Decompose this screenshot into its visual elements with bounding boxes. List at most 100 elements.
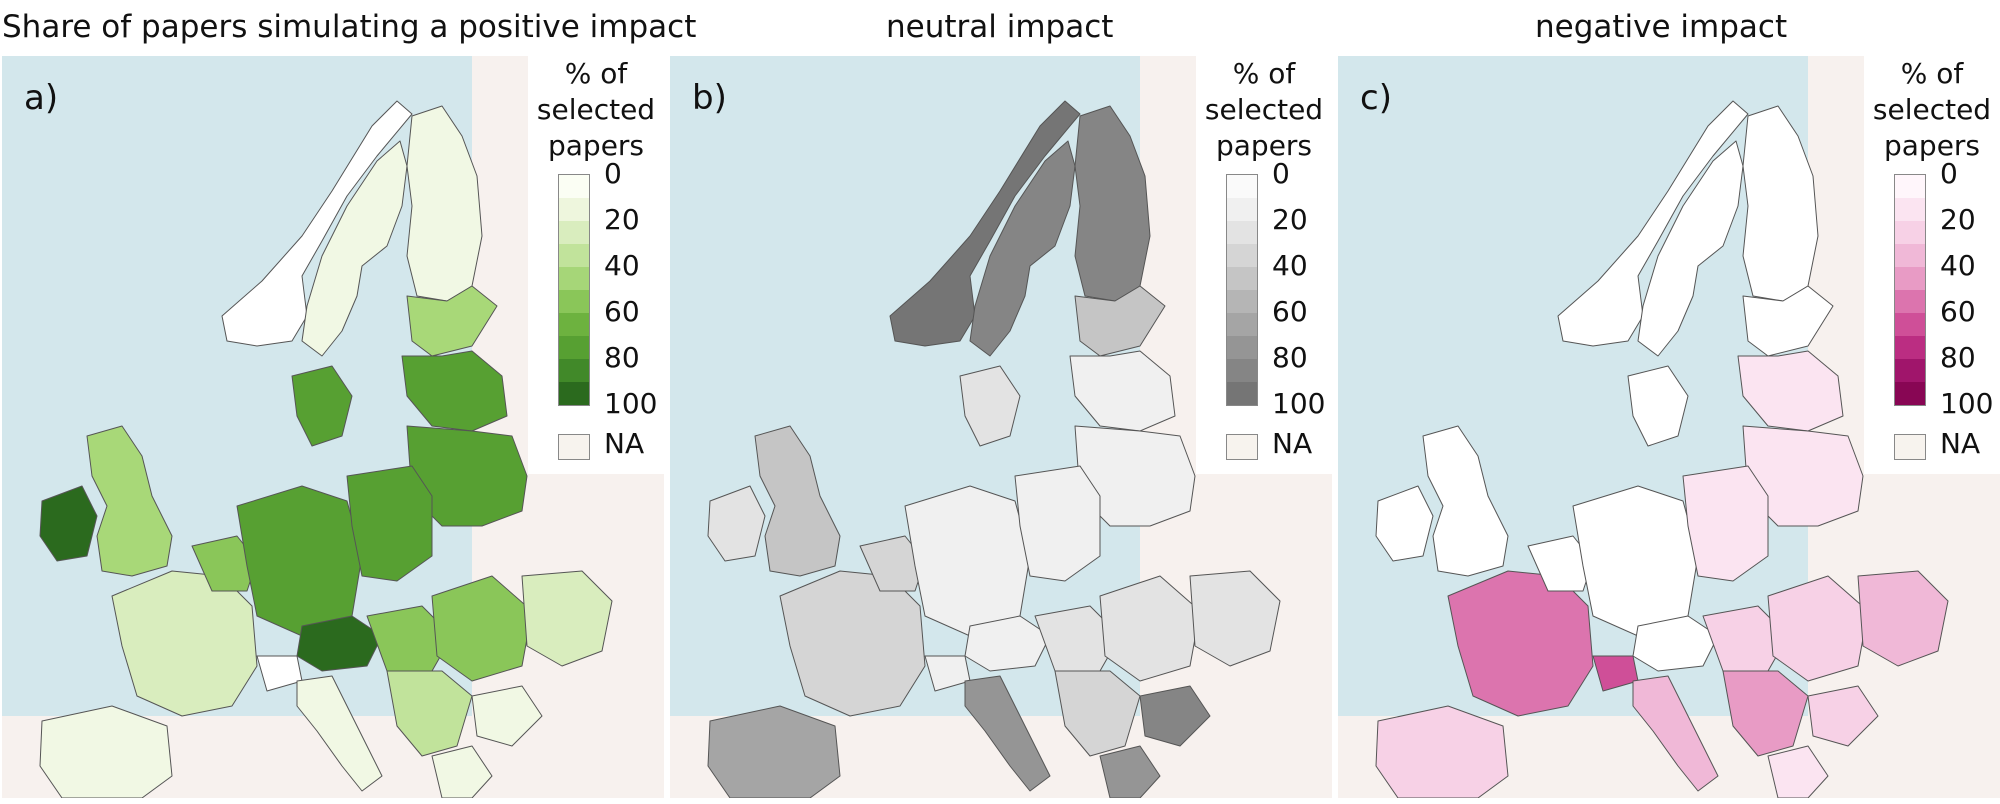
legend-color-step — [559, 382, 589, 405]
panel-title-neutral: neutral impact — [886, 9, 1114, 45]
regions — [707, 100, 1281, 798]
region-poland — [1014, 465, 1101, 582]
legend-title-line: selected — [536, 93, 656, 126]
map-panel-positive: a) % of selected papers 0 20 40 60 80 10… — [2, 56, 664, 798]
legend-neutral: % of selected papers 0 20 40 60 80 100 N… — [1196, 56, 1332, 474]
legend-tick-80: 80 — [604, 341, 640, 374]
legend-title: % of selected papers — [1196, 56, 1332, 164]
legend-color-step — [1227, 267, 1257, 290]
legend-color-step — [1227, 382, 1257, 405]
legend-tick-100: 100 — [1272, 387, 1326, 420]
legend-color-step — [1895, 198, 1925, 221]
region-greece — [1099, 745, 1161, 798]
legend-title-line: papers — [1883, 129, 1981, 162]
region-czech-austria — [296, 615, 383, 672]
region-uk — [1422, 425, 1509, 577]
region-switzerland — [256, 655, 303, 692]
legend-na-swatch — [1894, 434, 1926, 460]
region-germany — [236, 485, 363, 637]
region-uk — [86, 425, 173, 577]
legend-color-step — [1895, 336, 1925, 359]
region-ukraine — [521, 570, 613, 667]
legend-color-step — [1895, 221, 1925, 244]
region-romania — [1767, 575, 1869, 682]
region-finland — [1074, 105, 1151, 302]
legend-title-line: papers — [1215, 129, 1313, 162]
region-italy — [1632, 675, 1719, 792]
region-balkans — [1054, 670, 1141, 757]
legend-na-swatch — [1226, 434, 1258, 460]
legend-color-step — [1227, 244, 1257, 267]
region-czech-austria — [1632, 615, 1719, 672]
region-bulgaria — [1139, 685, 1211, 747]
legend-tick-40: 40 — [1272, 249, 1308, 282]
legend-na-swatch — [558, 434, 590, 460]
legend-color-step — [1227, 221, 1257, 244]
region-baltics — [1069, 350, 1176, 432]
region-sweden — [1637, 140, 1744, 357]
panel-letter-c: c) — [1360, 78, 1392, 118]
legend-color-step — [1895, 313, 1925, 336]
legend-color-step — [1895, 175, 1925, 198]
regions — [39, 100, 613, 798]
legend-tick-0: 0 — [1940, 157, 1958, 190]
region-iberia — [707, 705, 841, 798]
region-denmark — [1627, 365, 1689, 447]
legend-title-line: % of — [1900, 57, 1964, 90]
legend-color-step — [559, 290, 589, 313]
region-denmark — [291, 365, 353, 447]
region-romania — [1099, 575, 1201, 682]
legend-tick-60: 60 — [604, 295, 640, 328]
legend-tick-0: 0 — [1272, 157, 1290, 190]
legend-title: % of selected papers — [528, 56, 664, 164]
region-uk — [754, 425, 841, 577]
legend-color-step — [1895, 359, 1925, 382]
legend-title-line: % of — [1232, 57, 1296, 90]
legend-color-step — [1895, 382, 1925, 405]
legend-tick-40: 40 — [604, 249, 640, 282]
region-france — [1447, 570, 1594, 717]
legend-tick-40: 40 — [1940, 249, 1976, 282]
region-iberia — [1375, 705, 1509, 798]
region-finland — [1742, 105, 1819, 302]
region-iberia — [39, 705, 173, 798]
region-finland-south — [1074, 285, 1166, 357]
region-poland — [1682, 465, 1769, 582]
legend-color-step — [1895, 244, 1925, 267]
legend-color-step — [1227, 313, 1257, 336]
region-sweden — [301, 140, 408, 357]
legend-color-step — [1227, 175, 1257, 198]
region-finland-south — [1742, 285, 1834, 357]
legend-color-step — [559, 221, 589, 244]
region-denmark — [959, 365, 1021, 447]
legend-tick-100: 100 — [604, 387, 658, 420]
legend-tick-20: 20 — [1940, 203, 1976, 236]
region-bulgaria — [471, 685, 543, 747]
region-poland — [346, 465, 433, 582]
region-norway — [221, 100, 413, 347]
legend-tick-0: 0 — [604, 157, 622, 190]
legend-color-step — [1895, 290, 1925, 313]
region-ireland — [1375, 485, 1434, 562]
legend-title-line: papers — [547, 129, 645, 162]
region-czech-austria — [964, 615, 1051, 672]
legend-color-step — [1227, 198, 1257, 221]
legend-na-label: NA — [1272, 427, 1313, 460]
region-germany — [1572, 485, 1699, 637]
region-france — [779, 570, 926, 717]
map-panel-negative: c) % of selected papers 0 20 40 60 80 10… — [1338, 56, 2000, 798]
region-norway — [1557, 100, 1749, 347]
europe-map-neutral — [670, 56, 1332, 798]
legend-tick-80: 80 — [1272, 341, 1308, 374]
region-baltics — [1737, 350, 1844, 432]
legend-color-step — [1895, 267, 1925, 290]
legend-color-step — [559, 313, 589, 336]
region-ukraine — [1857, 570, 1949, 667]
region-switzerland — [924, 655, 971, 692]
legend-title: % of selected papers — [1864, 56, 2000, 164]
panel-letter-a: a) — [24, 78, 59, 118]
legend-na-label: NA — [1940, 427, 1981, 460]
panel-letter-b: b) — [692, 78, 727, 118]
region-romania — [431, 575, 533, 682]
legend-tick-100: 100 — [1940, 387, 1994, 420]
